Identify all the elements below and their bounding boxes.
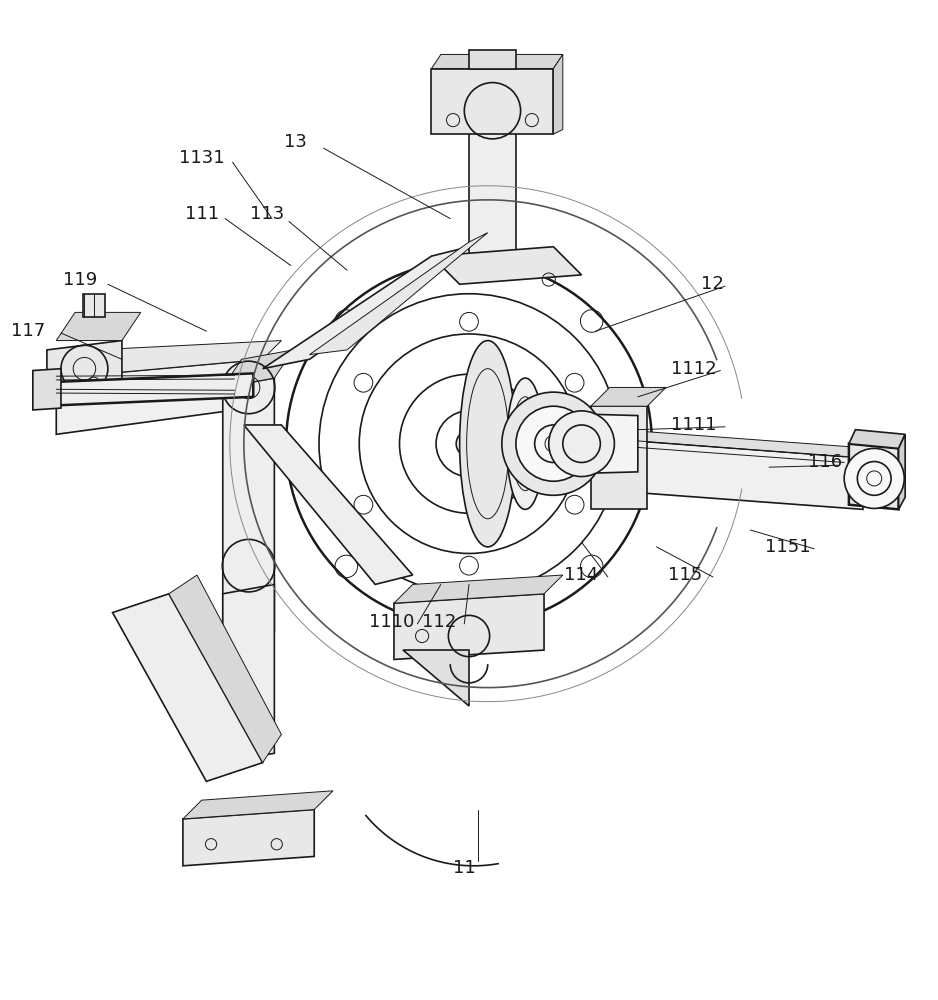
- Polygon shape: [591, 387, 666, 406]
- Polygon shape: [33, 369, 61, 410]
- Polygon shape: [394, 594, 544, 659]
- Polygon shape: [47, 341, 122, 406]
- Polygon shape: [469, 411, 638, 477]
- Polygon shape: [591, 406, 647, 509]
- Circle shape: [844, 448, 904, 508]
- Polygon shape: [183, 810, 314, 866]
- Polygon shape: [56, 359, 263, 434]
- Polygon shape: [244, 425, 413, 584]
- Polygon shape: [431, 247, 582, 284]
- Text: 1111: 1111: [672, 416, 717, 434]
- Polygon shape: [83, 294, 105, 317]
- Text: 112: 112: [422, 613, 456, 631]
- Polygon shape: [394, 575, 563, 603]
- Circle shape: [516, 406, 591, 481]
- Text: 119: 119: [63, 271, 97, 289]
- Polygon shape: [403, 650, 469, 706]
- Circle shape: [502, 392, 605, 495]
- Text: 1131: 1131: [179, 149, 224, 167]
- Polygon shape: [223, 584, 274, 763]
- Text: 1110: 1110: [370, 613, 415, 631]
- Text: 117: 117: [11, 322, 45, 340]
- Polygon shape: [223, 350, 294, 387]
- Polygon shape: [263, 247, 469, 369]
- Polygon shape: [38, 373, 253, 406]
- Ellipse shape: [460, 341, 516, 547]
- Circle shape: [549, 411, 614, 477]
- Text: 115: 115: [668, 566, 702, 584]
- Text: 116: 116: [809, 453, 842, 471]
- Polygon shape: [469, 106, 516, 265]
- Polygon shape: [610, 439, 863, 509]
- Text: 114: 114: [565, 566, 598, 584]
- Polygon shape: [113, 594, 263, 781]
- Polygon shape: [553, 54, 563, 134]
- Polygon shape: [431, 54, 563, 69]
- Text: 113: 113: [250, 205, 284, 223]
- Text: 12: 12: [702, 275, 724, 293]
- Polygon shape: [610, 430, 872, 458]
- Text: 111: 111: [185, 205, 219, 223]
- Polygon shape: [899, 434, 905, 509]
- Text: 11: 11: [453, 859, 476, 877]
- Polygon shape: [849, 444, 899, 509]
- Polygon shape: [56, 312, 141, 341]
- Polygon shape: [310, 233, 488, 355]
- Ellipse shape: [507, 378, 544, 509]
- Polygon shape: [223, 378, 274, 641]
- Text: 1112: 1112: [672, 360, 717, 378]
- Polygon shape: [469, 50, 516, 69]
- Polygon shape: [431, 69, 553, 134]
- Polygon shape: [849, 430, 905, 448]
- Polygon shape: [169, 575, 281, 763]
- Polygon shape: [183, 791, 333, 819]
- Text: 13: 13: [284, 133, 307, 151]
- Polygon shape: [56, 341, 281, 378]
- Text: 1151: 1151: [765, 538, 810, 556]
